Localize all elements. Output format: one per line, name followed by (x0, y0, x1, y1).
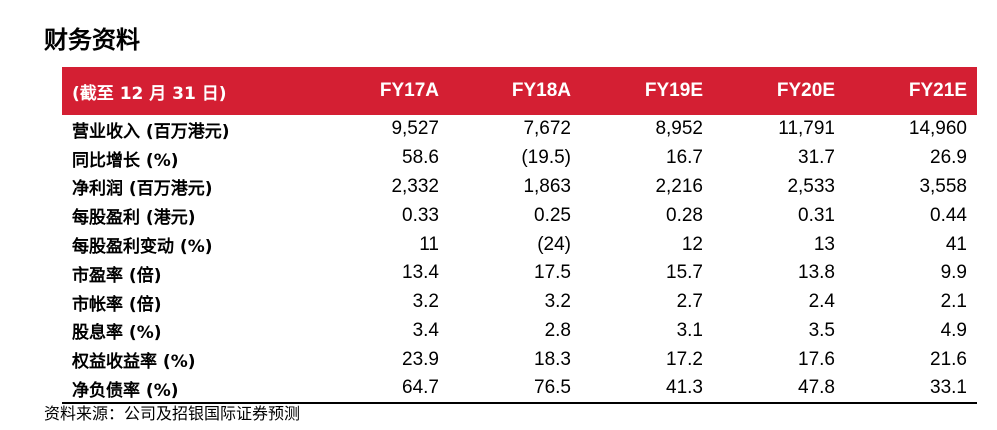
table-cell: 3,558 (919, 175, 967, 197)
table-cell: 2,332 (391, 175, 439, 197)
row-label: 市盈率 (倍) (72, 265, 162, 286)
table-cell: 64.7 (402, 377, 439, 399)
table-cell: 3.1 (676, 319, 703, 341)
table-cell: 13.4 (402, 262, 439, 284)
row-label: 净负债率 (%) (72, 380, 179, 401)
table-cell: 0.33 (402, 204, 439, 226)
table-row: 营业收入 (百万港元) 9,527 7,672 8,952 11,791 14,960 (62, 115, 977, 144)
table-cell: 0.44 (930, 204, 967, 226)
table-header-row: (截至 12 月 31 日) FY17A FY18A FY19E FY20E F… (62, 67, 977, 115)
header-fy18a: FY18A (511, 80, 571, 101)
row-label: 营业收入 (百万港元) (72, 121, 230, 142)
table-cell: 58.6 (402, 147, 439, 169)
table-cell: 0.31 (798, 204, 835, 226)
table-cell: 2,533 (787, 175, 835, 197)
financial-table: (截至 12 月 31 日) FY17A FY18A FY19E FY20E F… (62, 67, 977, 404)
table-cell: 1,863 (523, 175, 571, 197)
table-body: 营业收入 (百万港元) 9,527 7,672 8,952 11,791 14,960 同比… (62, 115, 977, 403)
table-cell: 17.2 (666, 348, 703, 370)
table-cell: 21.6 (930, 348, 967, 370)
table-cell: 0.25 (534, 204, 571, 226)
header-fy20e: FY20E (776, 80, 835, 101)
table-cell: 11,791 (778, 118, 835, 140)
header-period-label: (截至 12 月 31 日) (72, 83, 227, 104)
table-cell: 15.7 (666, 262, 703, 284)
table-cell: 26.9 (930, 147, 967, 169)
row-label: 每股盈利变动 (%) (72, 237, 213, 258)
table-cell: 11 (419, 233, 439, 255)
table-cell: 3.4 (412, 319, 439, 341)
table-cell: 3.5 (808, 319, 835, 341)
table-row: 净负债率 (%) 64.7 76.5 41.3 47.8 33.1 (62, 374, 977, 403)
table-cell: 2.4 (808, 291, 835, 313)
financial-table-container: (截至 12 月 31 日) FY17A FY18A FY19E FY20E F… (62, 67, 977, 404)
table-cell: 14,960 (908, 118, 967, 140)
table-cell: 33.1 (930, 377, 967, 399)
table-row: 每股盈利 (港元) 0.33 0.25 0.28 0.31 0.44 (62, 201, 977, 230)
source-note: 资料来源：公司及招银国际证券预测 (44, 404, 301, 423)
row-label: 同比增长 (%) (72, 150, 179, 171)
table-row: 股息率 (%) 3.4 2.8 3.1 3.5 4.9 (62, 317, 977, 346)
table-cell: 2.7 (676, 291, 703, 313)
table-cell: 8,952 (655, 118, 703, 140)
table-cell: 3.2 (412, 291, 439, 313)
table-cell: 9,527 (391, 118, 439, 140)
table-row: 市盈率 (倍) 13.4 17.5 15.7 13.8 9.9 (62, 259, 977, 288)
header-fy19e: FY19E (644, 80, 703, 101)
table-cell: 17.5 (534, 262, 571, 284)
row-label: 每股盈利 (港元) (72, 208, 196, 229)
table-cell: 2.1 (940, 291, 967, 313)
table-row: 权益收益率 (%) 23.9 18.3 17.2 17.6 21.6 (62, 345, 977, 374)
header-fy21e: FY21E (908, 80, 967, 101)
table-cell: 13.8 (798, 262, 835, 284)
row-label: 市帐率 (倍) (72, 294, 162, 315)
table-cell: 2.8 (544, 319, 571, 341)
table-cell: 41 (945, 233, 967, 255)
table-row: 同比增长 (%) 58.6 (19.5) 16.7 31.7 26.9 (62, 144, 977, 173)
table-cell: 23.9 (402, 348, 439, 370)
table-row: 市帐率 (倍) 3.2 3.2 2.7 2.4 2.1 (62, 288, 977, 317)
table-cell: 17.6 (798, 348, 835, 370)
table-cell: 4.9 (940, 319, 967, 341)
table-cell: 12 (681, 233, 703, 255)
table-row: 每股盈利变动 (%) 11 (24) 12 13 41 (62, 230, 977, 259)
table-cell: 7,672 (523, 118, 571, 140)
table-cell: 0.28 (666, 204, 703, 226)
table-cell: 13 (813, 233, 835, 255)
table-cell: (24) (537, 233, 571, 255)
table-cell: (19.5) (521, 147, 571, 169)
row-label: 股息率 (%) (72, 323, 162, 344)
row-label: 权益收益率 (%) (72, 352, 196, 373)
table-cell: 9.9 (940, 262, 967, 284)
row-label: 净利润 (百万港元) (72, 179, 213, 200)
table-cell: 16.7 (666, 147, 703, 169)
page-title: 财务资料 (44, 26, 140, 54)
table-cell: 41.3 (666, 377, 703, 399)
table-cell: 2,216 (655, 175, 703, 197)
table-cell: 3.2 (544, 291, 571, 313)
table-cell: 18.3 (534, 348, 571, 370)
table-cell: 31.7 (798, 147, 835, 169)
table-cell: 76.5 (534, 377, 571, 399)
table-row: 净利润 (百万港元) 2,332 1,863 2,216 2,533 3,558 (62, 173, 977, 202)
table-cell: 47.8 (798, 377, 835, 399)
header-fy17a: FY17A (379, 80, 439, 101)
